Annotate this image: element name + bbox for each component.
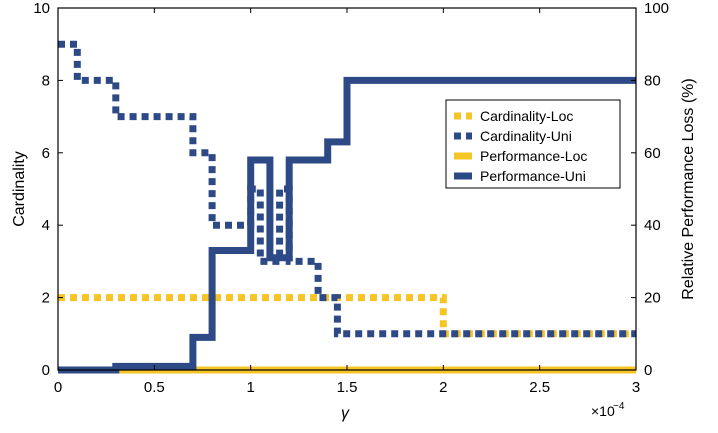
y-right-tick-label: 80: [644, 72, 661, 89]
y-left-tick-label: 2: [42, 290, 50, 307]
y-left-tick-label: 0: [42, 362, 50, 379]
legend: Cardinality-Loc Cardinality-Uni Performanc…: [445, 99, 621, 189]
x-tick-label: 2: [439, 379, 447, 396]
legend-box: [445, 99, 621, 189]
x-tick-label: 1.5: [337, 379, 358, 396]
y-right-tick-label: 60: [644, 145, 661, 162]
x-tick-label: 3: [632, 379, 640, 396]
y-left-tick-label: 4: [42, 217, 50, 234]
x-tick-label: 2.5: [529, 379, 550, 396]
y-left-tick-label: 10: [33, 0, 50, 17]
x-axis-scale-label: ×10: [591, 403, 615, 419]
legend-label: Cardinality-Uni: [480, 128, 572, 144]
legend-label: Performance-Loc: [480, 148, 587, 164]
y-left-tick-label: 8: [42, 72, 50, 89]
x-tick-label: 0: [54, 379, 62, 396]
x-axis-scale-exponent: −4: [613, 401, 625, 412]
legend-label: Cardinality-Loc: [480, 108, 573, 124]
x-tick-label: 1: [246, 379, 254, 396]
y-right-tick-label: 0: [644, 362, 652, 379]
legend-label: Performance-Uni: [480, 168, 586, 184]
y-axis-left-label: Cardinality: [11, 151, 28, 227]
y-right-tick-label: 100: [644, 0, 669, 17]
x-tick-label: 0.5: [144, 379, 165, 396]
series-cardinality-uni: [58, 40, 636, 338]
y-axis-right-label: Relative Performance Loss (%): [680, 78, 697, 299]
plot-background: [58, 8, 636, 370]
series-performance-uni: [58, 76, 636, 374]
y-left-tick-label: 6: [42, 145, 50, 162]
y-right-tick-label: 40: [644, 217, 661, 234]
y-right-tick-label: 20: [644, 290, 661, 307]
x-axis-label: γ: [341, 405, 350, 422]
